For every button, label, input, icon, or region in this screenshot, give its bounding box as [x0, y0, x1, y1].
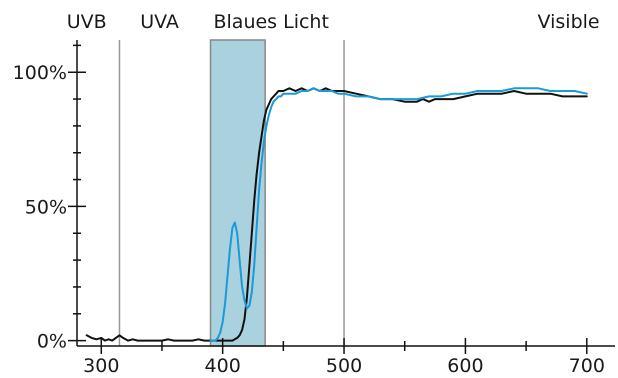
y-tick-label-2: 100% [13, 62, 67, 84]
band-label-1: UVA [140, 11, 179, 33]
y-tick-label-0: 0% [37, 331, 67, 353]
x-tick-label-1: 400 [205, 355, 241, 377]
x-tick-label-4: 700 [569, 355, 605, 377]
series-line-0 [85, 87, 588, 342]
y-tick-labels: 0% 50% 100% [13, 62, 67, 352]
x-tick-label-0: 300 [83, 355, 119, 377]
band-label-3: Visible [538, 11, 600, 33]
highlight-band [209, 39, 266, 347]
band-label-2: Blaues Licht [213, 11, 328, 33]
x-tick-label-3: 600 [447, 355, 483, 377]
series-line-1 [209, 87, 588, 342]
band-labels: UVB UVA Blaues Licht Visible [67, 11, 600, 33]
plot-layer [68, 39, 615, 354]
x-tick-labels: 300 400 500 600 700 [83, 355, 605, 377]
band-label-0: UVB [67, 11, 107, 33]
y-tick-label-1: 50% [25, 196, 67, 218]
x-tick-label-2: 500 [326, 355, 362, 377]
